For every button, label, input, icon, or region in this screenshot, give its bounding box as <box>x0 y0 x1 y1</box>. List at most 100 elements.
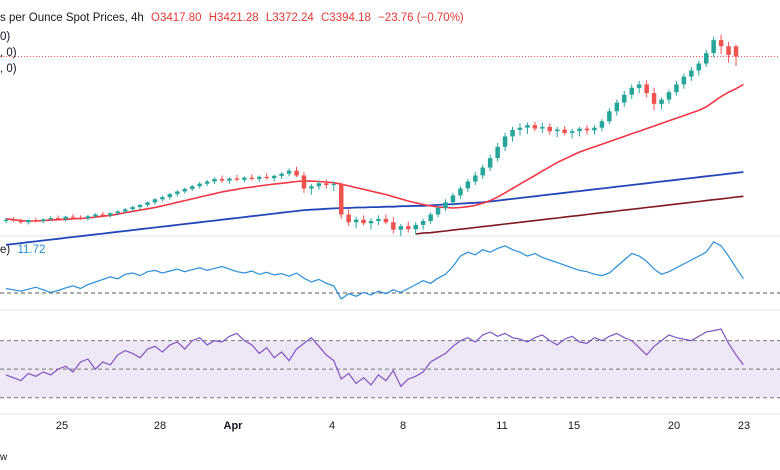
candle-body <box>264 176 269 179</box>
indicator-legend-2[interactable]: , 0) <box>0 47 17 59</box>
candle-body <box>26 220 31 223</box>
candle-body <box>257 176 262 179</box>
sma100-line <box>5 171 744 246</box>
candle-body <box>622 94 627 103</box>
candle-body <box>607 111 612 122</box>
candle-body <box>63 216 68 219</box>
candle-body <box>517 127 523 130</box>
open-value: O3417.80 <box>151 12 202 24</box>
candle-body <box>666 92 672 100</box>
candle-body <box>324 183 329 185</box>
candle-body <box>733 46 739 57</box>
candle-body <box>234 178 240 180</box>
indicator-legend-3[interactable]: , 0) <box>0 63 17 75</box>
sma20-line <box>5 83 744 222</box>
candle-body <box>644 84 649 94</box>
rsi-line <box>5 328 744 388</box>
candle-body <box>301 175 307 189</box>
x-tick-label: 25 <box>55 420 69 432</box>
x-tick-label: 28 <box>153 420 167 432</box>
candle-body <box>33 220 39 222</box>
candle-body <box>309 186 314 189</box>
candle-body <box>681 76 687 85</box>
candle-body <box>219 178 225 181</box>
x-tick-label: 11 <box>496 420 508 432</box>
close-value: C3394.18 <box>321 12 371 24</box>
candle-body <box>473 175 478 182</box>
candle-body <box>145 202 150 205</box>
candle-body <box>443 202 448 208</box>
candle-body <box>339 184 344 215</box>
symbol-title: s per Ounce Spot Prices, 4h <box>0 12 144 24</box>
candle-body <box>212 178 217 182</box>
candle-body <box>540 126 545 129</box>
footer-fragment: w <box>0 452 8 463</box>
x-tick-label: Apr <box>223 420 243 432</box>
candle-body <box>525 125 530 128</box>
candle-body <box>331 184 336 186</box>
candle-body <box>659 99 664 104</box>
candle-body <box>711 40 716 54</box>
candle-body <box>555 129 560 132</box>
candle-body <box>383 218 389 223</box>
candle-body <box>167 194 173 198</box>
candle-body <box>182 188 187 192</box>
candle-body <box>718 40 724 47</box>
candle-body <box>11 219 16 221</box>
candle-body <box>420 221 426 225</box>
candle-body <box>41 219 46 221</box>
candle-body <box>629 87 634 95</box>
candle-body <box>592 127 597 131</box>
candle-body <box>204 181 210 184</box>
candle-body <box>197 183 202 187</box>
atr-legend[interactable]: e) 11.72 <box>0 244 49 256</box>
candle-body <box>458 188 463 196</box>
candle-body <box>435 208 441 215</box>
candle-body <box>428 214 433 221</box>
candle-body <box>391 222 396 230</box>
candle-body <box>286 170 292 174</box>
low-value: L3372.24 <box>265 12 314 24</box>
indicator-legend-1[interactable]: 0) <box>0 31 11 43</box>
candle-body <box>190 186 195 189</box>
candle-body <box>413 224 418 230</box>
candle-body <box>93 214 98 217</box>
atr-line <box>5 241 744 300</box>
candle-body <box>636 84 642 88</box>
candle-body <box>108 213 113 216</box>
x-tick-label: 15 <box>567 420 581 432</box>
candle-body <box>70 216 76 218</box>
candle-body <box>726 46 731 55</box>
candle-body <box>3 219 9 221</box>
candle-body <box>18 220 24 223</box>
candle-body <box>361 219 366 224</box>
candle-body <box>227 178 232 181</box>
candle-body <box>584 128 590 131</box>
candle-body <box>279 173 284 176</box>
candle-body <box>271 175 277 179</box>
candle-body <box>510 129 515 137</box>
candle-body <box>346 214 351 223</box>
candle-body <box>532 125 538 129</box>
candle-body <box>249 177 255 179</box>
candle-body <box>294 170 299 176</box>
candle-body <box>122 209 128 212</box>
high-value: H3421.28 <box>208 12 259 24</box>
candle-body <box>48 218 53 220</box>
candle-body <box>704 53 709 64</box>
candle-body <box>85 216 91 219</box>
candle-body <box>480 167 485 176</box>
candle-body <box>353 219 359 223</box>
candle-body <box>137 204 143 208</box>
candle-body <box>316 183 322 187</box>
rsi-band <box>0 340 780 398</box>
change-value: −23.76 (−0.70%) <box>378 12 464 24</box>
candle-body <box>406 226 411 230</box>
candle-body <box>130 207 135 210</box>
x-tick-label: 20 <box>667 420 681 432</box>
candle-body <box>674 84 679 93</box>
candle-body <box>160 197 165 200</box>
candle-body <box>78 217 83 219</box>
candle-body <box>55 218 61 219</box>
